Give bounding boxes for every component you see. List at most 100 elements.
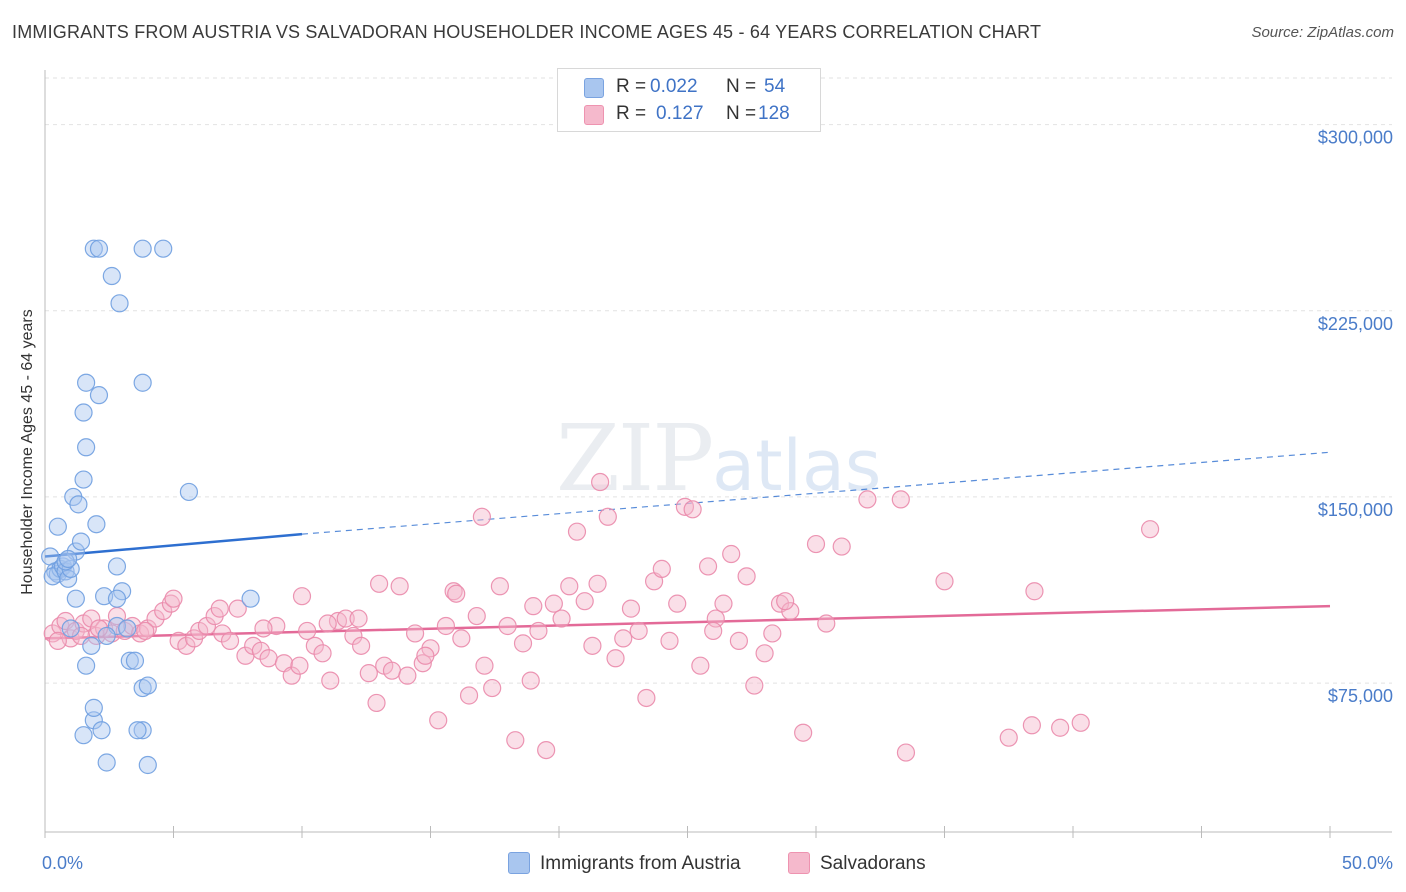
data-point-salvadorans <box>1140 520 1160 539</box>
data-point-austria <box>133 721 152 740</box>
data-point-salvadorans <box>452 629 471 648</box>
data-point-salvadorans <box>806 534 826 554</box>
data-point-austria <box>97 626 116 646</box>
data-point-austria <box>74 726 93 745</box>
data-point-austria <box>87 515 106 534</box>
data-point-salvadorans <box>48 631 67 650</box>
data-point-austria <box>125 651 145 670</box>
y-tick-label: $75,000 <box>1328 686 1393 706</box>
data-point-salvadorans <box>370 574 389 593</box>
data-point-salvadorans <box>745 676 764 695</box>
data-point-salvadorans <box>598 507 617 526</box>
data-point-austria <box>48 517 67 536</box>
legend-row-salvadorans: R = 0.127 N = 128 <box>558 101 820 127</box>
data-point-salvadorans <box>352 636 371 655</box>
data-point-salvadorans <box>629 621 648 641</box>
legend-r-value: 0.127 <box>656 103 704 124</box>
data-point-salvadorans <box>714 594 733 613</box>
trend-lines <box>44 451 1331 640</box>
data-point-austria <box>77 656 96 675</box>
data-point-salvadorans <box>318 614 337 633</box>
data-point-salvadorans <box>698 557 718 576</box>
data-point-salvadorans <box>524 597 543 616</box>
data-point-austria <box>241 589 260 608</box>
legend-label-salvadorans: Salvadorans <box>820 853 926 874</box>
data-point-salvadorans <box>282 666 301 685</box>
data-point-salvadorans <box>161 594 181 613</box>
legend-swatch-salvadorans <box>788 852 810 874</box>
trend-line-salvadorans <box>44 604 1331 640</box>
stats-legend: R = 0.022 N = 54 R = 0.127 N = 128 <box>557 68 821 132</box>
data-point-salvadorans <box>506 731 525 750</box>
data-point-austria <box>120 651 139 670</box>
data-point-salvadorans <box>429 711 448 730</box>
data-point-austria <box>66 589 85 608</box>
data-point-salvadorans <box>896 743 916 762</box>
data-point-austria <box>74 403 93 422</box>
legend-swatch-austria <box>584 78 604 98</box>
data-point-salvadorans <box>444 582 463 601</box>
data-point-salvadorans <box>472 507 491 526</box>
data-point-salvadorans <box>891 490 910 509</box>
data-point-salvadorans <box>567 522 587 541</box>
data-point-salvadorans <box>475 656 494 675</box>
data-point-austria <box>133 239 152 258</box>
axes <box>44 70 1392 838</box>
data-point-austria <box>179 482 199 502</box>
y-tick-label: $225,000 <box>1318 314 1393 334</box>
data-point-salvadorans <box>521 671 540 690</box>
data-point-austria <box>61 619 80 638</box>
legend-row-austria: R = 0.022 N = 54 <box>558 74 820 100</box>
data-point-salvadorans <box>459 686 479 705</box>
chart-source: Source: ZipAtlas.com <box>1251 24 1394 41</box>
data-point-salvadorans <box>683 500 702 519</box>
legend-r-label: R = <box>616 103 647 124</box>
legend-n-label: N = <box>726 76 757 97</box>
data-point-salvadorans <box>935 572 954 591</box>
data-point-austria <box>107 557 127 576</box>
data-point-salvadorans <box>794 723 813 742</box>
data-point-salvadorans <box>575 592 594 611</box>
data-point-salvadorans <box>621 599 641 618</box>
y-tick-label: $300,000 <box>1318 128 1393 148</box>
legend-swatch-salvadorans <box>584 105 604 125</box>
data-point-salvadorans <box>763 624 782 643</box>
data-point-austria <box>84 239 103 258</box>
data-point-salvadorans <box>560 577 579 596</box>
data-point-salvadorans <box>781 601 800 621</box>
data-point-salvadorans <box>298 621 317 641</box>
data-point-salvadorans <box>513 634 533 653</box>
data-point-austria <box>110 294 129 313</box>
data-point-austria <box>102 266 121 286</box>
data-point-salvadorans <box>498 616 517 636</box>
data-point-salvadorans <box>637 688 656 708</box>
data-point-salvadorans <box>197 616 217 636</box>
data-point-salvadorans <box>755 644 774 663</box>
data-point-salvadorans <box>136 621 155 641</box>
legend-r-label: R = <box>616 76 647 97</box>
trend-line-austria-extension <box>301 451 1331 535</box>
data-point-salvadorans <box>1071 713 1090 732</box>
data-point-salvadorans <box>164 589 183 608</box>
data-point-salvadorans <box>591 472 610 492</box>
data-point-salvadorans <box>544 594 563 613</box>
data-point-salvadorans <box>436 616 456 636</box>
data-point-salvadorans <box>213 624 232 643</box>
data-point-salvadorans <box>1051 718 1070 737</box>
data-point-salvadorans <box>290 656 309 675</box>
data-point-austria <box>89 239 109 258</box>
data-point-salvadorans <box>416 646 435 665</box>
data-point-salvadorans <box>552 609 571 628</box>
data-point-salvadorans <box>336 609 355 628</box>
data-point-austria <box>74 470 93 489</box>
data-point-austria <box>84 711 103 730</box>
y-tick-label: $150,000 <box>1318 500 1393 520</box>
data-point-salvadorans <box>349 609 368 628</box>
data-point-salvadorans <box>154 601 173 621</box>
data-point-salvadorans <box>251 641 270 660</box>
data-point-salvadorans <box>138 619 157 638</box>
watermark-sub: atlas <box>712 425 882 507</box>
data-point-salvadorans <box>729 631 749 650</box>
legend-n-value: 128 <box>758 103 790 124</box>
